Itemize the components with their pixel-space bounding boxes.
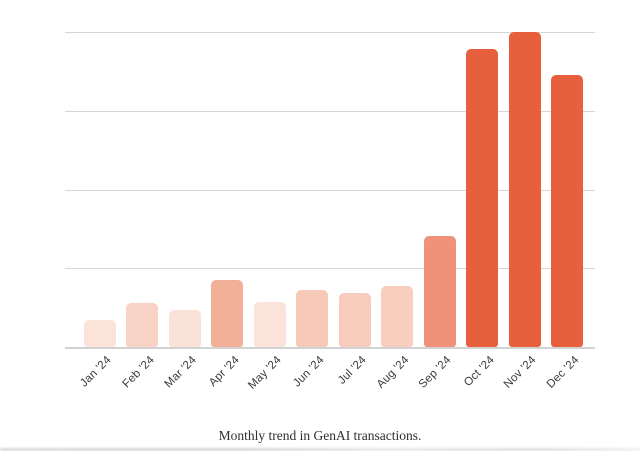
x-tick-label-nov-24: Nov '24 [502, 354, 539, 391]
x-tick-label-mar-24: Mar '24 [162, 354, 199, 391]
bar-apr-24 [211, 280, 243, 347]
x-tick-label-oct-24: Oct '24 [461, 354, 497, 389]
bar-jul-24 [338, 292, 371, 347]
x-tick-label-may-24: May '24 [246, 354, 284, 392]
bar-oct-24 [466, 49, 498, 347]
x-tick-label-jul-24: Jul '24 [336, 354, 369, 387]
bar-may-24 [253, 302, 286, 347]
bar-nov-24 [508, 32, 541, 347]
x-tick-label-apr-24: Apr '24 [206, 354, 242, 389]
bar-jan-24 [83, 320, 116, 347]
bar-aug-24 [381, 286, 413, 347]
x-axis-line [65, 347, 595, 349]
x-tick-label-sep-24: Sep '24 [417, 354, 454, 391]
chart-caption: Monthly trend in GenAI transactions. [218, 428, 422, 443]
bar-jun-24 [296, 290, 328, 347]
gridline [65, 189, 595, 191]
x-tick-label-dec-24: Dec '24 [544, 354, 582, 391]
bar-feb-24 [126, 302, 158, 347]
bar-mar-24 [168, 310, 201, 347]
x-tick-label-jan-24: Jan '24 [78, 354, 114, 390]
x-tick-label-jun-24: Jun '24 [291, 354, 327, 390]
bar-chart-plot-area: Jan '24 Feb '24 Mar '24 Apr '24 May '24 Jun '… [65, 32, 595, 392]
gridline [65, 110, 595, 112]
bar-dec-24 [551, 74, 583, 347]
x-tick-label-aug-24: Aug '24 [374, 354, 412, 391]
gridline [65, 32, 595, 33]
bar-sep-24 [423, 235, 456, 347]
bottom-edge-artifact [0, 448, 640, 451]
x-tick-label-feb-24: Feb '24 [120, 354, 157, 391]
gridline [65, 268, 595, 270]
